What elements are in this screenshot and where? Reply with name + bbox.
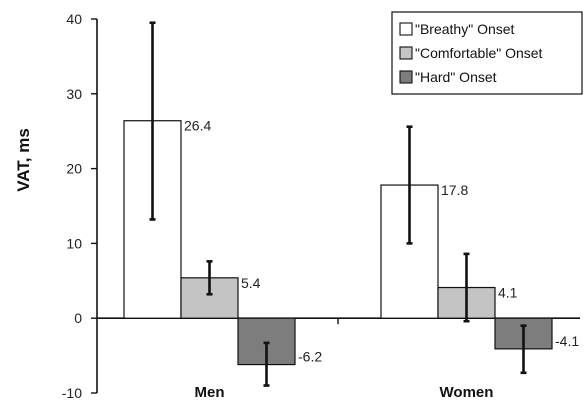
- data-label: 4.1: [498, 285, 518, 301]
- category-label: Women: [440, 384, 494, 401]
- y-axis-title: VAT, ms: [14, 128, 33, 192]
- category-labels: Men Women: [195, 384, 494, 401]
- legend-label: "Comfortable" Onset: [415, 45, 543, 61]
- legend-swatch: [399, 46, 413, 60]
- legend-items: "Breathy" Onset "Comfortable" Onset "Hard"…: [399, 21, 543, 85]
- y-tick-label: 0: [74, 310, 82, 326]
- data-label: 5.4: [241, 275, 261, 291]
- legend-swatch: [399, 70, 413, 84]
- bar-groups: 26.4 5.4 -6.2 17.8 4.1 -4.1: [123, 21, 579, 387]
- y-axis-ticks: -10 0 10 20 30 40: [62, 11, 97, 401]
- y-tick-label: 10: [66, 235, 82, 251]
- legend-label: "Hard" Onset: [415, 69, 497, 85]
- legend-label: "Breathy" Onset: [415, 21, 515, 37]
- data-label: 26.4: [184, 118, 211, 134]
- category-label: Men: [195, 384, 225, 401]
- data-label: -6.2: [298, 349, 322, 365]
- data-label: 17.8: [441, 182, 468, 198]
- data-label: -4.1: [555, 333, 579, 349]
- legend-frame: [391, 11, 583, 95]
- y-tick-label: 20: [66, 161, 82, 177]
- y-tick-label: -10: [62, 385, 82, 401]
- y-tick-label: 40: [66, 11, 82, 27]
- legend-swatch: [399, 22, 413, 36]
- legend: "Breathy" Onset "Comfortable" Onset "Hard"…: [391, 11, 583, 95]
- y-tick-label: 30: [66, 86, 82, 102]
